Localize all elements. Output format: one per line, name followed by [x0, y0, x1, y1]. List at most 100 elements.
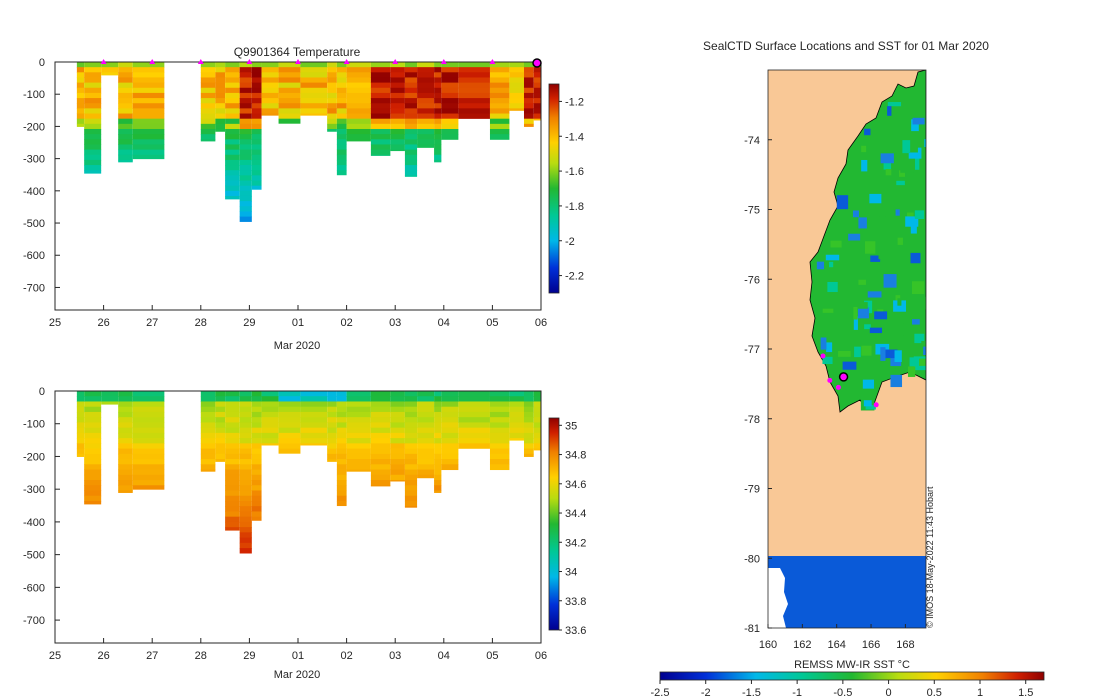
sst-cell [914, 333, 925, 344]
section-cell [336, 92, 347, 99]
sst-cell [896, 180, 905, 186]
section-cell [390, 443, 405, 450]
profile-marker [295, 59, 301, 64]
sst-cell [861, 345, 872, 356]
sst-cell [902, 140, 911, 154]
sst-cell [825, 254, 840, 261]
section-cell [417, 62, 435, 68]
section-cell [300, 438, 328, 444]
section-cell [84, 448, 102, 455]
section-cell [434, 417, 442, 423]
section-cell [434, 427, 442, 434]
sst-cell [864, 324, 871, 330]
profile-marker [149, 59, 156, 64]
section-cell [261, 103, 279, 109]
section-cell [327, 391, 337, 397]
sst-cell [883, 274, 897, 288]
section-cell [118, 113, 133, 120]
sst-colorbar-tick-label: -1.5 [742, 687, 761, 699]
section-cell [84, 149, 102, 156]
section-cell [533, 443, 541, 450]
sst-cell [848, 233, 861, 241]
section-cell [118, 459, 133, 465]
sst-cell [895, 209, 900, 216]
section-cell [489, 443, 510, 450]
section-cell [239, 134, 252, 140]
section-cell [370, 443, 391, 450]
section-cell [434, 396, 442, 402]
section-cell [261, 72, 279, 78]
section-cell [489, 422, 510, 429]
section-cell [417, 469, 435, 476]
section-cell [523, 108, 534, 115]
section-cell [251, 154, 262, 161]
section-cell [489, 108, 510, 115]
section-cell [215, 422, 226, 429]
x-tick-label: 03 [389, 650, 401, 662]
section-cell [441, 118, 459, 125]
x-tick-label: 06 [535, 317, 547, 329]
colorbar-tick-label: 35 [565, 420, 577, 432]
x-tick-label: 04 [438, 317, 450, 329]
section-cell [441, 77, 459, 84]
section-cell [200, 108, 216, 115]
section-cell [300, 422, 328, 429]
section-cell [118, 474, 133, 481]
section-cell [278, 82, 301, 89]
section-cell [390, 438, 405, 444]
section-cell [441, 459, 459, 465]
section-cell [200, 453, 216, 460]
section-cell [300, 417, 328, 423]
section-cell [132, 92, 165, 99]
section-cell [336, 438, 347, 444]
section-cell [251, 443, 262, 450]
section-cell [489, 459, 510, 465]
section-cell [441, 443, 459, 450]
colorbar-tick-label: -1.4 [565, 131, 584, 143]
section-cell [336, 443, 347, 450]
section-cell [523, 396, 534, 402]
profile-marker [392, 59, 399, 64]
sst-cell [908, 147, 922, 159]
map-x-tick-label: 166 [862, 639, 880, 651]
section-cell [251, 180, 262, 187]
section-cell [390, 464, 405, 471]
section-cell [509, 411, 524, 418]
section-cell [239, 464, 252, 471]
section-cell [390, 77, 405, 84]
section-cell [327, 432, 337, 439]
section-cell [239, 118, 252, 125]
section-cell [404, 459, 418, 465]
section-cell [239, 195, 252, 202]
section-cell [225, 453, 240, 460]
section-cell [346, 411, 371, 418]
section-cell [76, 411, 85, 418]
section-cell [404, 123, 418, 130]
section-cell [390, 128, 405, 135]
section-cell [523, 77, 534, 84]
section-cell [390, 123, 405, 130]
section-cell [370, 134, 391, 140]
section-cell [404, 92, 418, 99]
section-cell [441, 67, 459, 73]
section-cell [225, 474, 240, 481]
section-cell [261, 108, 279, 115]
sst-cell [816, 261, 825, 270]
sst-cell [837, 342, 846, 348]
section-cell [239, 165, 252, 171]
section-cell [278, 396, 301, 402]
x-tick-label: 01 [292, 317, 304, 329]
section-cell [434, 77, 442, 84]
section-cell [132, 87, 165, 94]
section-cell [509, 406, 524, 413]
section-cell [434, 92, 442, 99]
section-cell [215, 103, 226, 109]
section-cell [346, 453, 371, 460]
section-cell [523, 87, 534, 94]
section-cell [404, 77, 418, 84]
section-cell [370, 77, 391, 84]
section-cell [239, 72, 252, 78]
section-cell [200, 443, 216, 450]
section-cell [458, 82, 490, 89]
section-cell [251, 113, 262, 120]
